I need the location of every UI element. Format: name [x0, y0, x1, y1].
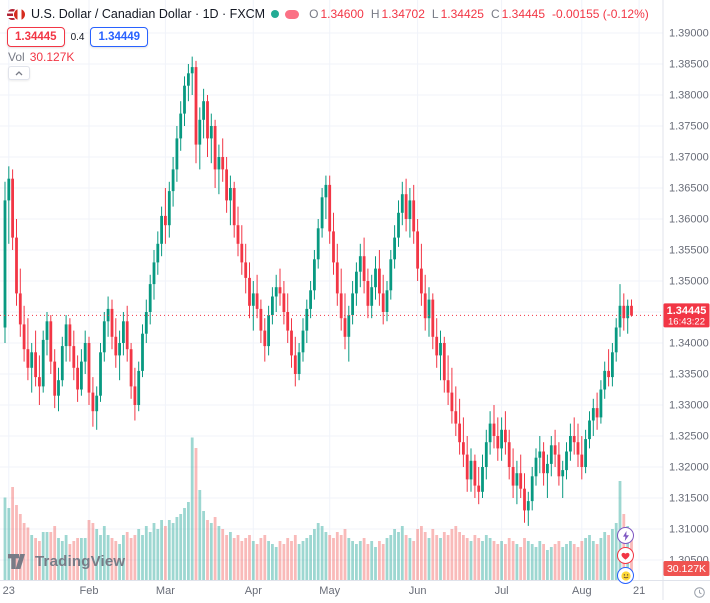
- svg-text:1.37000: 1.37000: [669, 152, 709, 164]
- svg-text:Feb: Feb: [80, 585, 99, 597]
- tradingview-logo-text: TradingView: [35, 553, 126, 570]
- svg-text:1.38500: 1.38500: [669, 59, 709, 71]
- us-flag-icon: [7, 8, 18, 20]
- svg-text:23: 23: [3, 585, 15, 597]
- smiley-icon: [620, 570, 631, 581]
- svg-text:1.31500: 1.31500: [669, 493, 709, 505]
- low-value: 1.34425: [440, 7, 484, 21]
- change-value: -0.00155 (-0.12%): [552, 7, 649, 21]
- svg-text:1.37500: 1.37500: [669, 121, 709, 133]
- svg-text:Jul: Jul: [495, 585, 509, 597]
- symbol-title[interactable]: U.S. Dollar / Canadian Dollar · 1D · FXC…: [31, 7, 266, 21]
- low-label: L: [431, 7, 439, 21]
- heart-icon: [621, 552, 630, 560]
- close-label: C: [490, 7, 500, 21]
- svg-text:1.35000: 1.35000: [669, 276, 709, 288]
- svg-text:1.33500: 1.33500: [669, 369, 709, 381]
- svg-text:1.32500: 1.32500: [669, 431, 709, 443]
- lightning-icon: [622, 530, 630, 541]
- svg-text:1.36500: 1.36500: [669, 183, 709, 195]
- live-dot-icon: [271, 10, 280, 18]
- svg-text:1.36000: 1.36000: [669, 214, 709, 226]
- svg-text:Jun: Jun: [409, 585, 427, 597]
- svg-text:Aug: Aug: [572, 585, 592, 597]
- open-label: O: [309, 7, 319, 21]
- svg-text:1.34445: 1.34445: [667, 305, 707, 317]
- svg-text:21: 21: [633, 585, 645, 597]
- boost-button[interactable]: [617, 527, 634, 544]
- heart-reaction-button[interactable]: [617, 547, 634, 564]
- svg-text:May: May: [319, 585, 340, 597]
- svg-text:1.39000: 1.39000: [669, 28, 709, 40]
- svg-text:1.38000: 1.38000: [669, 90, 709, 102]
- buy-price-button[interactable]: 1.34449: [90, 27, 149, 47]
- flame-icon[interactable]: [285, 9, 300, 19]
- ohlc-readout: O 1.34600 H 1.34702 L 1.34425 C 1.34445 -0.0…: [309, 7, 649, 21]
- tradingview-logo[interactable]: TradingView: [8, 553, 125, 570]
- timezone-clock-icon[interactable]: [694, 585, 705, 603]
- volume-study-value: 30.127K: [29, 50, 75, 64]
- emoji-reaction-button[interactable]: [617, 567, 634, 584]
- svg-text:30.127K: 30.127K: [667, 563, 706, 575]
- high-label: H: [370, 7, 380, 21]
- pair-flags-icon: [7, 8, 25, 20]
- close-value: 1.34445: [501, 7, 546, 21]
- open-value: 1.34600: [320, 7, 364, 21]
- svg-text:1.31000: 1.31000: [669, 524, 709, 536]
- svg-text:Mar: Mar: [156, 585, 175, 597]
- symbol-legend: U.S. Dollar / Canadian Dollar · 1D · FXC…: [7, 5, 649, 23]
- high-value: 1.34702: [381, 7, 425, 21]
- svg-text:1.33000: 1.33000: [669, 400, 709, 412]
- svg-text:Apr: Apr: [245, 585, 262, 597]
- svg-text:1.34000: 1.34000: [669, 338, 709, 350]
- spread-value: 0.4: [70, 31, 85, 43]
- svg-text:1.35500: 1.35500: [669, 245, 709, 257]
- sell-price-button[interactable]: 1.34445: [7, 27, 65, 47]
- volume-study-label[interactable]: Vol: [8, 50, 25, 64]
- canada-flag-icon: [14, 8, 25, 20]
- tradingview-logo-icon: [8, 554, 29, 569]
- volume-legend: Vol 30.127K: [8, 50, 74, 64]
- legend-collapse-button[interactable]: [8, 66, 30, 80]
- bid-ask-row: 1.34445 0.4 1.34449: [7, 27, 149, 47]
- svg-text:16:43:22: 16:43:22: [668, 316, 705, 327]
- chevron-up-icon: [15, 70, 23, 76]
- svg-text:1.32000: 1.32000: [669, 462, 709, 474]
